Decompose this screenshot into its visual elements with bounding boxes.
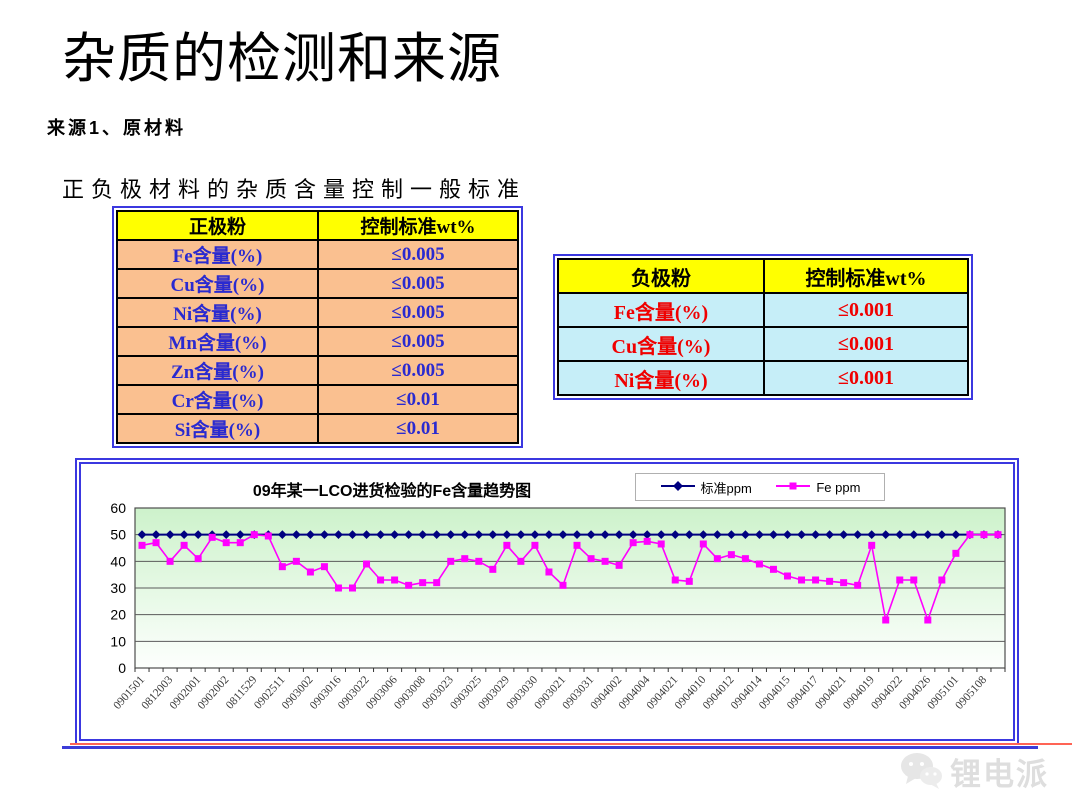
param-cell: Fe含量(%): [116, 239, 319, 270]
legend-item-fe: Fe ppm: [775, 480, 860, 495]
page-title: 杂质的检测和来源: [62, 29, 502, 89]
param-cell: Cu含量(%): [116, 268, 319, 299]
svg-text:0905108: 0905108: [953, 674, 989, 712]
footer-red-rule: [70, 743, 1072, 745]
table-header-row: 负极粉 控制标准wt%: [557, 258, 969, 294]
svg-text:0: 0: [118, 660, 126, 676]
value-cell: ≤0.005: [317, 355, 519, 386]
table-row: Mn含量(%) ≤0.005: [116, 326, 519, 357]
svg-text:20: 20: [110, 607, 126, 623]
svg-text:10: 10: [110, 633, 126, 649]
svg-text:50: 50: [110, 527, 126, 543]
table-header-row: 正极粉 控制标准wt%: [116, 210, 519, 241]
table-row: Fe含量(%) ≤0.001: [557, 292, 969, 328]
param-cell: Cu含量(%): [557, 326, 765, 362]
value-cell: ≤0.005: [317, 326, 519, 357]
source-subtitle: 来源1、原材料: [47, 118, 187, 138]
value-cell: ≤0.001: [763, 326, 969, 362]
legend-item-standard: 标准ppm: [660, 478, 752, 497]
chart-plot-area: 0102030405060090150108120030902001090200…: [110, 500, 1006, 712]
anode-header-std: 控制标准wt%: [763, 258, 969, 294]
fe-trend-chart: 0 10 20 30 40 50 60 0901501 0812003 0902001 090200…: [75, 458, 1019, 745]
anode-table: 负极粉 控制标准wt% Fe含量(%) ≤0.001 Cu含量(%) ≤0.00…: [553, 254, 973, 400]
value-cell: ≤0.005: [317, 268, 519, 299]
legend-label: Fe ppm: [816, 479, 861, 495]
param-cell: Si含量(%): [116, 413, 319, 444]
brand-watermark: 锂电派: [898, 742, 1073, 800]
value-cell: ≤0.005: [317, 239, 519, 270]
cathode-table: 正极粉 控制标准wt% Fe含量(%) ≤0.005 Cu含量(%) ≤0.00…: [112, 206, 523, 448]
standard-series-marker-icon: [660, 480, 696, 495]
value-cell: ≤0.01: [317, 384, 519, 415]
table-row: Ni含量(%) ≤0.005: [116, 297, 519, 328]
footer-blue-rule: [62, 746, 1038, 749]
param-cell: Zn含量(%): [116, 355, 319, 386]
anode-header-param: 负极粉: [557, 258, 765, 294]
svg-text:60: 60: [110, 500, 126, 516]
value-cell: ≤0.005: [317, 297, 519, 328]
cathode-header-std: 控制标准wt%: [317, 210, 519, 241]
brand-name: 锂电派: [950, 756, 1049, 792]
table-row: Cr含量(%) ≤0.01: [116, 384, 519, 415]
chart-title: 09年某一LCO进货检验的Fe含量趋势图: [252, 483, 532, 500]
fe-series-marker-icon: [775, 480, 811, 495]
param-cell: Ni含量(%): [116, 297, 319, 328]
svg-text:30: 30: [110, 580, 126, 596]
param-cell: Mn含量(%): [116, 326, 319, 357]
param-cell: Cr含量(%): [116, 384, 319, 415]
table-row: Cu含量(%) ≤0.005: [116, 268, 519, 299]
chart-legend: 标准ppm Fe ppm: [635, 473, 885, 501]
param-cell: Fe含量(%): [557, 292, 765, 328]
wechat-icon: [901, 753, 942, 789]
value-cell: ≤0.001: [763, 292, 969, 328]
tables-caption: 正负极材料的杂质含量控制一般标准: [62, 177, 527, 202]
table-row: Si含量(%) ≤0.01: [116, 413, 519, 444]
table-row: Ni含量(%) ≤0.001: [557, 360, 969, 396]
value-cell: ≤0.01: [317, 413, 519, 444]
param-cell: Ni含量(%): [557, 360, 765, 396]
value-cell: ≤0.001: [763, 360, 969, 396]
table-row: Cu含量(%) ≤0.001: [557, 326, 969, 362]
table-row: Fe含量(%) ≤0.005: [116, 239, 519, 270]
table-row: Zn含量(%) ≤0.005: [116, 355, 519, 386]
svg-text:40: 40: [110, 553, 126, 569]
legend-label: 标准ppm: [700, 480, 752, 496]
cathode-header-param: 正极粉: [116, 210, 319, 241]
